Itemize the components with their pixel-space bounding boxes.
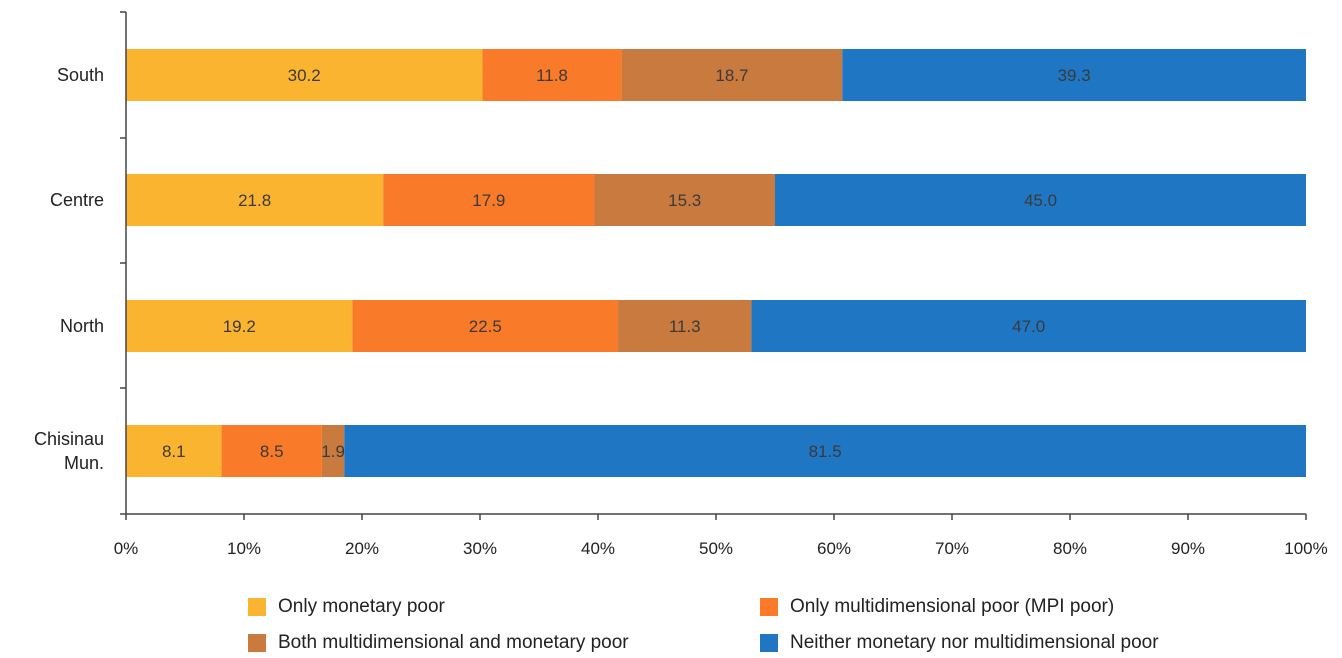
legend-item-both: Both multidimensional and monetary poor <box>248 628 629 658</box>
legend-label: Both multidimensional and monetary poor <box>278 632 629 653</box>
legend-item-only-monetary: Only monetary poor <box>248 592 445 622</box>
stacked-bar-chart: 30.2 11.8 18.7 39.3 21.8 17.9 15.3 45.0 19.2 22.5… <box>34 11 1328 558</box>
category-labels-layer: South Centre North Chisinau Mun. <box>34 65 104 473</box>
bar-segment <box>751 300 1306 352</box>
bars-layer: 30.2 11.8 18.7 39.3 21.8 17.9 15.3 45.0 19.2 22.5… <box>126 49 1306 477</box>
bar-value-label: 39.3 <box>1058 66 1091 85</box>
bar-segment <box>344 425 1306 477</box>
legend-swatch <box>760 634 778 652</box>
x-tick-label: 40% <box>581 539 615 558</box>
bar-value-label: 47.0 <box>1012 317 1045 336</box>
bar-segment <box>775 174 1306 226</box>
category-label: Centre <box>50 190 104 210</box>
bar-value-label: 81.5 <box>809 442 842 461</box>
x-tick-label: 0% <box>114 539 139 558</box>
bar-value-label: 15.3 <box>668 191 701 210</box>
x-tick-label: 70% <box>935 539 969 558</box>
bar-segment <box>221 425 322 477</box>
legend: Only monetary poor Only multidimensional… <box>0 588 1342 657</box>
bar-value-label: 11.3 <box>669 317 701 336</box>
bar-value-label: 18.7 <box>715 66 748 85</box>
bar-value-label: 17.9 <box>472 191 505 210</box>
bar-value-label: 45.0 <box>1024 191 1057 210</box>
legend-label: Neither monetary nor multidimensional po… <box>790 632 1159 653</box>
bar-value-label: 22.5 <box>469 317 502 336</box>
x-tick-label: 10% <box>227 539 261 558</box>
category-label: North <box>60 316 104 336</box>
bar-segment <box>126 425 222 477</box>
bar-value-label: 1.9 <box>321 442 345 461</box>
bar-segment <box>594 174 775 226</box>
legend-item-neither: Neither monetary nor multidimensional po… <box>760 628 1159 658</box>
x-tick-label: 60% <box>817 539 851 558</box>
bar-value-label: 8.5 <box>260 442 284 461</box>
legend-item-only-multidimensional: Only multidimensional poor (MPI poor) <box>760 592 1114 622</box>
x-tick-label: 80% <box>1053 539 1087 558</box>
bar-value-label: 21.8 <box>238 191 271 210</box>
x-tick-label: 100% <box>1284 539 1327 558</box>
bar-segment <box>126 174 384 226</box>
bar-segment <box>352 300 619 352</box>
legend-label: Only monetary poor <box>278 596 445 617</box>
category-label: Chisinau Mun. <box>34 429 104 473</box>
bar-segment <box>842 49 1306 101</box>
bar-segment <box>126 49 483 101</box>
bar-segment <box>482 49 622 101</box>
legend-label: Only multidimensional poor (MPI poor) <box>790 596 1115 617</box>
x-tick-label: 90% <box>1171 539 1205 558</box>
bar-segment <box>126 300 353 352</box>
bar-segment <box>618 300 752 352</box>
legend-swatch <box>760 598 778 616</box>
ticks-layer: 0% 10% 20% 30% 40% 50% 60% 70% 80% 90% 100% <box>114 11 1328 558</box>
legend-swatch <box>248 598 266 616</box>
bar-value-label: 30.2 <box>288 66 321 85</box>
bar-value-label: 19.2 <box>223 317 256 336</box>
category-label: South <box>57 65 104 85</box>
x-tick-label: 50% <box>699 539 733 558</box>
x-tick-label: 20% <box>345 539 379 558</box>
bar-segment <box>321 425 345 477</box>
bar-value-label: 11.8 <box>536 66 568 85</box>
x-tick-label: 30% <box>463 539 497 558</box>
legend-swatch <box>248 634 266 652</box>
bar-segment <box>621 49 843 101</box>
bar-value-label: 8.1 <box>162 442 186 461</box>
bar-segment <box>383 174 595 226</box>
